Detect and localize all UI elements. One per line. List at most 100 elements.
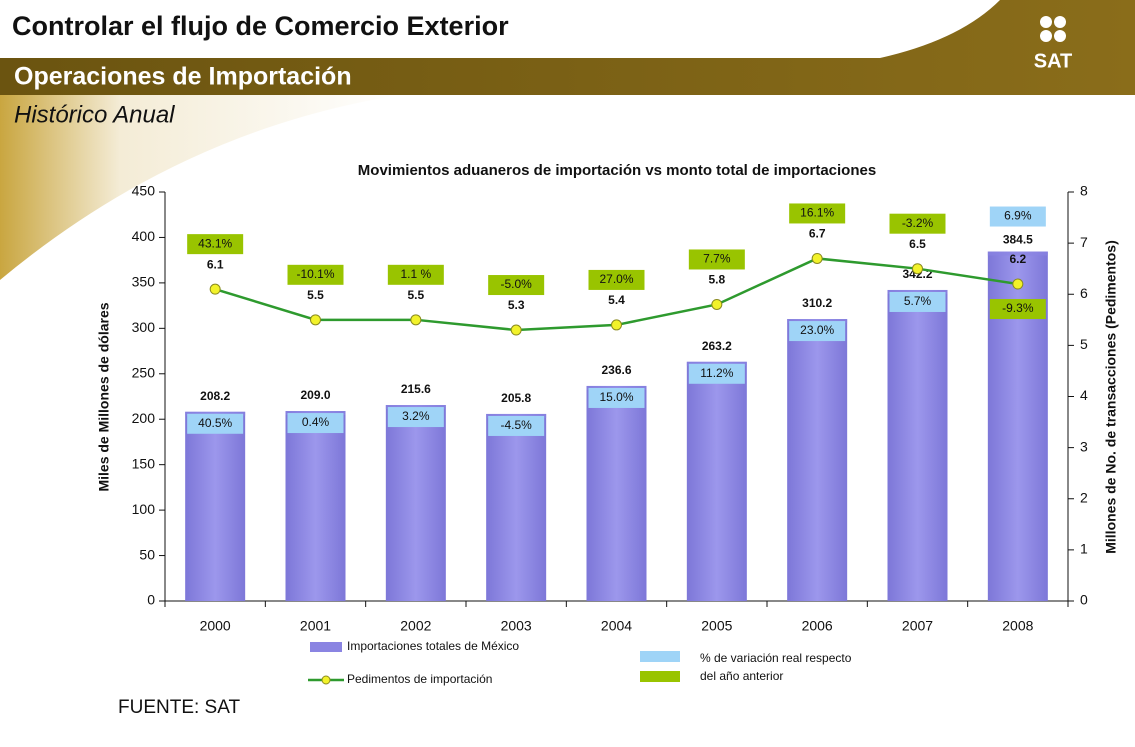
header-top [0,0,880,58]
header-band [0,0,1135,95]
y2-tick-label: 1 [1080,541,1088,557]
bar-cap [987,251,1048,256]
bar [586,385,647,601]
x-tick-label: 2008 [1002,618,1033,634]
line-marker [1012,278,1024,290]
line-variation [588,269,645,290]
line-value-label: 5.5 [407,288,424,302]
line-marker [410,314,422,326]
line-variation [187,234,244,255]
bar [285,411,346,601]
line-value-label: 6.7 [809,227,826,241]
y2-tick-label: 4 [1080,387,1088,403]
line-value-label: 6.1 [207,257,224,271]
section-title: Operaciones de Importación [14,63,352,91]
legend-swatch [310,642,342,652]
line-variation-label: 16.1% [800,206,834,220]
bar-variation [889,291,946,312]
bar-variation [588,387,645,408]
bar [385,405,446,601]
y2-tick-label: 3 [1080,438,1088,454]
y-tick-label: 300 [132,319,156,335]
bar [185,411,246,601]
y-tick-label: 350 [132,274,156,290]
line-value-label: 6.5 [909,237,926,251]
line-variation [889,213,946,234]
legend-label: % de variación real respecto [700,651,852,665]
y2-tick-label: 5 [1080,336,1088,352]
bar-value-label: 384.5 [1003,233,1033,247]
line-variation-label: 1.1 % [400,267,431,281]
line-marker [912,263,923,275]
y-tick-label: 450 [132,183,156,199]
bar-variation [387,407,444,428]
line-marker [310,314,321,326]
y2-axis-label: Millones de No. de transacciones (Pedime… [1103,240,1119,554]
bar-variation [187,413,244,434]
bar-value-label: 310.2 [802,296,832,310]
y2-tick-label: 2 [1080,489,1088,505]
line-value-label: 6.2 [1009,252,1026,266]
bar-value-label: 263.2 [702,339,732,353]
bar-value-label: 236.6 [601,363,631,377]
y-tick-label: 0 [147,592,155,608]
y-tick-label: 250 [132,364,156,380]
bar-variation-label: 5.7% [904,294,932,308]
bar-value-label: 208.2 [200,389,230,403]
x-tick-label: 2007 [902,618,933,634]
y2-tick-label: 7 [1080,234,1088,250]
bar-value-label: 209.0 [300,388,330,402]
line-marker [510,324,522,336]
logo-text: SAT [1034,50,1073,72]
line-marker [611,319,622,331]
line-value-label: 5.4 [608,293,625,307]
bar-variation [688,363,745,384]
x-tick-label: 2005 [701,618,732,634]
y-tick-label: 200 [132,410,156,426]
bar [887,289,948,601]
y-tick-label: 400 [132,228,156,244]
header-title: Controlar el flujo de Comercio Exterior [12,11,509,41]
legend-label: Pedimentos de importación [347,672,492,686]
chart-title: Movimientos aduaneros de importación vs … [358,162,876,179]
line-variation-label: -3.2% [902,216,934,230]
y2-tick-label: 8 [1080,183,1088,199]
line-variation [488,275,545,296]
line-value-label: 5.3 [508,298,525,312]
x-tick-label: 2000 [200,618,231,634]
line-variation-label: -5.0% [500,277,532,291]
legend-marker [321,675,331,685]
bar-variation [989,206,1046,227]
legend-label: del año anterior [700,669,783,683]
bar-variation [789,321,846,342]
y-tick-label: 150 [132,455,156,471]
legend-swatch [640,671,680,682]
bar-variation-label: -4.5% [500,418,532,432]
line-variation-label: 27.0% [599,272,633,286]
bar-variation [287,413,344,434]
bar-variation-label: 11.2% [700,366,733,380]
bar [787,319,848,601]
bar-variation-label: 40.5% [198,416,232,430]
line-value-label: 5.8 [708,273,725,287]
bar-variation-label: 23.0% [800,323,834,337]
bar-variation [488,415,545,436]
bar-value-label: 215.6 [401,382,431,396]
source-note: FUENTE: SAT [118,697,240,718]
y-tick-label: 50 [139,546,155,562]
line-marker [711,298,723,310]
bar [486,413,547,601]
subtitle: Histórico Anual [14,101,175,128]
line-variation-label: -10.1% [296,267,334,281]
legend-label: Importaciones totales de México [347,639,519,653]
line-variation [387,264,444,285]
x-tick-label: 2006 [802,618,833,634]
legend-swatch [640,651,680,662]
line-variation [789,203,846,224]
bar-variation-label: 0.4% [302,415,330,429]
x-tick-label: 2001 [300,618,331,634]
bar-value-label: 205.8 [501,391,531,405]
line-marker [811,252,823,264]
bar-variation-label: 6.9% [1004,209,1032,223]
